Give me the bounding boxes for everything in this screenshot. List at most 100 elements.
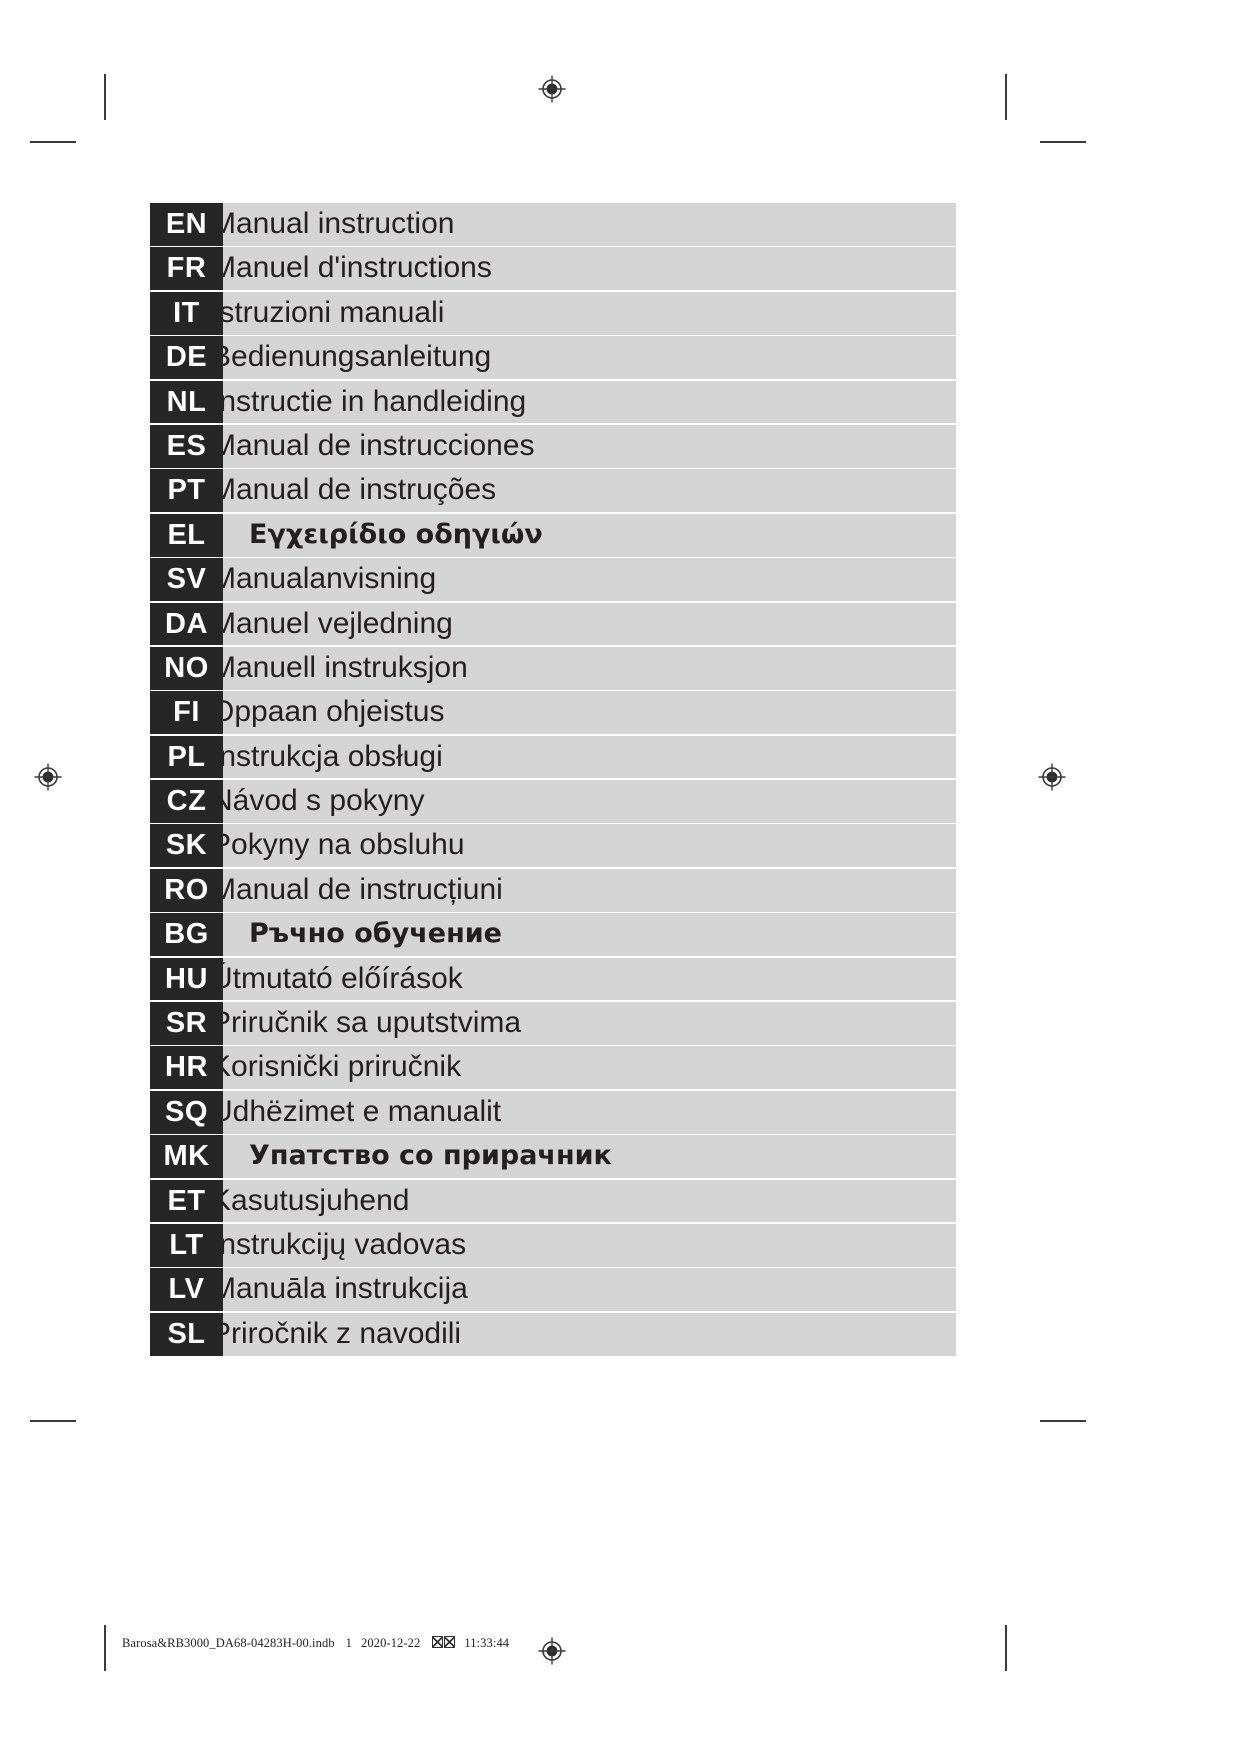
row-background-band: [226, 291, 956, 335]
language-code-badge: SV: [150, 558, 223, 601]
language-code-badge: SL: [150, 1312, 223, 1356]
row-background-band: [226, 1135, 956, 1178]
language-code-badge: DE: [150, 336, 223, 379]
row-background-band: [226, 203, 956, 246]
language-code-badge: LV: [150, 1268, 223, 1312]
language-code-badge: MK: [150, 1135, 223, 1178]
language-label-clip: Návod s pokyny: [223, 780, 956, 823]
language-label-clip: Instrukcijų vadovas: [223, 1224, 956, 1267]
language-label-clip: Oppaan ohjeistus: [223, 691, 956, 734]
language-label-clip: Instrukcja obsługi: [223, 736, 956, 779]
row-background-band: [226, 602, 956, 646]
row-background-band: [226, 735, 956, 779]
language-row-mk: Упатство со прирачник MK: [150, 1135, 956, 1178]
slug-time: 11:33:44: [464, 1636, 510, 1650]
language-label-clip: Manuel d'instructions: [223, 247, 956, 290]
registration-mark-right: [1037, 762, 1067, 792]
language-label: Ръчно обучение: [249, 918, 502, 950]
language-label-clip: Pokyny na obsluhu: [223, 824, 956, 867]
row-background-band: [226, 247, 956, 291]
language-code-badge: EN: [150, 203, 223, 246]
row-background-band: [226, 780, 956, 823]
language-label: Manualanvisning: [223, 562, 437, 596]
slug-file-name: Barosa&RB3000_DA68-04283H-00.indb: [122, 1636, 335, 1650]
language-label: Oppaan ohjeistus: [223, 695, 445, 729]
language-row-hr: Korisnički priručnik HR: [150, 1046, 956, 1090]
language-code-badge: RO: [150, 868, 223, 912]
language-label-clip: Εγχειρίδιο οδηγιών: [223, 514, 956, 557]
row-background-band: [226, 1223, 956, 1267]
language-label: Instrukcijų vadovas: [223, 1227, 467, 1261]
crop-mark-top-left: [104, 74, 106, 120]
crop-mark-left-lower: [30, 1420, 76, 1422]
language-label-clip: Istruzioni manuali: [223, 292, 956, 335]
language-label: Manual instruction: [223, 207, 455, 240]
language-row-nl: Instructie in handleiding NL: [150, 380, 956, 424]
row-background-band: [226, 691, 956, 735]
row-background-band: [226, 1002, 956, 1045]
language-label: Udhëzimet e manualit: [223, 1094, 502, 1128]
language-label-clip: Útmutató előírások: [223, 958, 956, 1001]
language-label-clip: Instructie in handleiding: [223, 381, 956, 424]
registration-mark-top: [537, 74, 567, 104]
missing-glyph-icon: [431, 1636, 443, 1648]
language-label: Manuel d'instructions: [223, 251, 492, 285]
language-row-de: Bedienungsanleitung DE: [150, 336, 956, 379]
language-row-el: Εγχειρίδιο οδηγιών EL: [150, 513, 956, 557]
language-code-badge: PL: [150, 735, 223, 779]
row-background-band: [226, 513, 956, 557]
registration-mark-bottom: [537, 1636, 567, 1666]
language-label: Instructie in handleiding: [223, 384, 527, 418]
language-label: Pokyny na obsluhu: [223, 828, 465, 862]
language-label: Istruzioni manuali: [223, 295, 445, 329]
language-row-en: Manual instruction EN: [150, 203, 956, 246]
slug-date: 2020-12-22: [361, 1636, 421, 1650]
missing-glyph-icon: [443, 1636, 455, 1648]
language-code-badge: PT: [150, 469, 223, 513]
language-code-badge: LT: [150, 1223, 223, 1267]
language-label-clip: Bedienungsanleitung: [223, 336, 956, 379]
language-row-et: Kasutusjuhend ET: [150, 1179, 956, 1223]
language-code-badge: FI: [150, 691, 223, 735]
language-label: Εγχειρίδιο οδηγιών: [249, 518, 543, 550]
language-label: Manual de instruções: [223, 473, 497, 507]
language-label: Priročnik z navodili: [223, 1316, 462, 1350]
language-code-badge: SQ: [150, 1090, 223, 1134]
language-row-fi: Oppaan ohjeistus FI: [150, 691, 956, 735]
language-label: Manual de instrucciones: [223, 428, 535, 462]
language-code-badge: SR: [150, 1002, 223, 1045]
language-row-bg: Ръчно обучение BG: [150, 913, 956, 957]
language-label-clip: Manual de instrucciones: [223, 425, 956, 468]
language-label-clip: Manual instruction: [223, 203, 956, 246]
language-label-clip: Ръчно обучение: [223, 913, 956, 956]
crop-mark-right-upper: [1040, 141, 1086, 143]
language-label-clip: Udhëzimet e manualit: [223, 1091, 956, 1134]
crop-mark-bottom-right: [1005, 1625, 1007, 1671]
language-label: Kasutusjuhend: [223, 1183, 410, 1217]
language-label-clip: Manuāla instrukcija: [223, 1268, 956, 1311]
row-background-band: [226, 646, 956, 690]
language-code-badge: FR: [150, 247, 223, 291]
language-code-badge: HR: [150, 1046, 223, 1090]
language-label: Manuel vejledning: [223, 606, 453, 640]
language-label-clip: Priručnik sa uputstvima: [223, 1002, 956, 1045]
row-background-band: [226, 469, 956, 513]
row-background-band: [226, 957, 956, 1001]
language-code-badge: EL: [150, 513, 223, 557]
row-background-band: [226, 424, 956, 468]
language-row-es: Manual de instrucciones ES: [150, 424, 956, 468]
language-row-no: Manuell instruksjon NO: [150, 646, 956, 690]
language-code-badge: BG: [150, 913, 223, 957]
language-label-clip: Korisnički priručnik: [223, 1046, 956, 1089]
language-code-badge: CZ: [150, 780, 223, 823]
row-background-band: [226, 1046, 956, 1090]
language-label: Instrukcja obsługi: [223, 739, 443, 773]
language-code-badge: DA: [150, 602, 223, 646]
language-row-cz: Návod s pokyny CZ: [150, 780, 956, 823]
language-label: Manuāla instrukcija: [223, 1272, 468, 1306]
language-index-table: Manual instruction EN Manuel d'instruction…: [150, 203, 956, 1357]
row-background-band: [226, 1179, 956, 1223]
crop-mark-top-right: [1005, 74, 1007, 120]
row-background-band: [226, 380, 956, 424]
